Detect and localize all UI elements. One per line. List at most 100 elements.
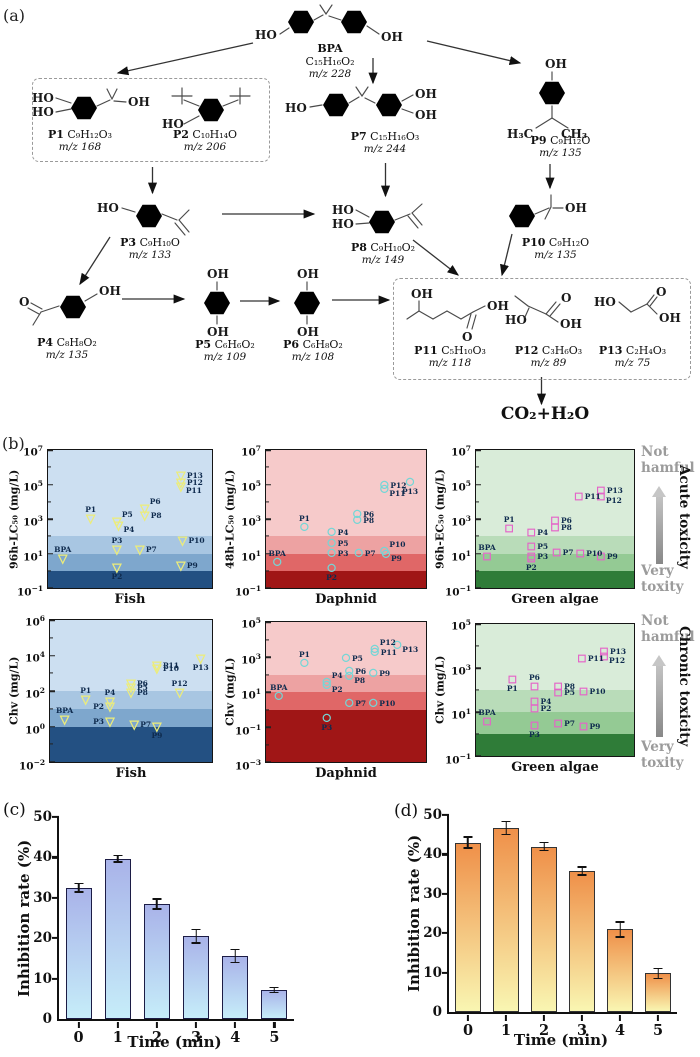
data-point-label-P12: P12 — [186, 477, 203, 487]
bar-chart-panel-d: 0 10 20 30 40 50 0 1 2 3 4 5 — [423, 807, 677, 1039]
data-point-label-P5: P5 — [537, 542, 549, 552]
bar-0 — [454, 842, 481, 1012]
atom-label: O — [462, 330, 472, 344]
atom-label: OH — [207, 325, 229, 339]
error-bar-line — [619, 921, 621, 938]
y-tick-label: 101 — [451, 549, 471, 564]
y-tick-label: 105 — [451, 618, 471, 633]
atom-label: HO — [505, 313, 527, 327]
data-point-label-P2: P2 — [331, 685, 343, 695]
y-tick-mark — [266, 501, 269, 503]
data-point-marker-P5: ▽ — [126, 680, 136, 695]
scatter-plot-daphnid-acute: ○ BPA ○ P1 ○ P4 ○ P5 ○ P3 ○ P2 ○ P6 ○ P8 ○ P7 ○ P12 ○ P11 ○ P13… — [235, 444, 427, 599]
x-tick-label-5: 5 — [652, 1022, 664, 1039]
data-point-label-P5: P5 — [352, 653, 363, 663]
data-point-marker-P12: ○ — [370, 643, 380, 655]
error-bar-0 — [462, 836, 473, 849]
y-tick-mark — [266, 622, 271, 623]
data-point-label-P5: P5 — [121, 509, 133, 519]
data-point-label-P3: P3 — [337, 548, 349, 558]
x-axis-label-daphnid-acute: Daphnid — [315, 592, 377, 607]
y-tick-mark — [52, 896, 59, 899]
x-tick-label-2: 2 — [538, 1022, 550, 1039]
data-point-marker-P2: ▽ — [105, 699, 115, 714]
data-point-marker-P11: ▽ — [152, 658, 162, 673]
data-point-label-P7: P7 — [564, 718, 576, 728]
y-tick-mark — [476, 645, 479, 647]
data-point-marker-BPA: ○ — [274, 690, 284, 702]
error-bar-cap — [74, 882, 84, 885]
bar-2 — [531, 846, 557, 1012]
atom-label: CH₃ — [561, 127, 587, 141]
y-tick-mark — [266, 450, 271, 451]
compound-name: P8 — [350, 241, 367, 254]
compound-name: P9 — [530, 134, 547, 147]
error-bar-line — [117, 854, 119, 863]
data-point-marker-P9: □ — [578, 721, 589, 733]
data-point-marker-P7: ▽ — [129, 717, 139, 732]
structure-p9: OH H₃C CH₃ — [507, 57, 587, 141]
compound-label-p3: P3 C₉H₁₀O m/z 133 — [95, 236, 205, 262]
compound-mz: m/z 168 — [58, 141, 102, 154]
atom-label: OH — [565, 201, 587, 215]
compound-name: P11 — [414, 344, 438, 357]
arrow-bpa-to-p1p2 — [116, 42, 254, 76]
bar-3 — [183, 936, 210, 1019]
atom-label: O — [19, 295, 29, 309]
data-point-label-P10: P10 — [586, 549, 603, 559]
data-point-marker-P13: □ — [596, 485, 606, 497]
data-point-label-P10: P10 — [589, 687, 606, 697]
data-point-label-BPA: BPA — [268, 548, 286, 558]
structure-p7: HO OH OH — [285, 86, 437, 122]
y-tick-mark — [476, 755, 481, 756]
error-bar-line — [467, 836, 469, 849]
annotation-not-harmful-chronic: Not hamful — [641, 613, 695, 646]
data-point-marker-P8: □ — [553, 681, 563, 693]
y-tick-label: 40 — [33, 849, 52, 866]
y-tick-label: 101 — [241, 687, 261, 702]
data-point-marker-BPA: ▽ — [59, 712, 70, 727]
plot-area: ○ BPA ○ P1 ○ P4 ○ P2 ○ P5 ○ P6 ○ P8 ○ P7 ○ P3 ○ P12 ○ P11 ○ P13… — [265, 621, 427, 763]
atom-label: HO — [285, 101, 307, 115]
data-point-marker-P5: ○ — [341, 652, 351, 664]
y-tick-mark — [266, 638, 269, 641]
data-point-marker-P4: □ — [529, 695, 540, 707]
data-point-label-P1: P1 — [80, 685, 92, 695]
y-tick-mark — [50, 725, 55, 728]
structure-p13: HO O OH — [594, 285, 681, 325]
data-point-marker-P4: ○ — [322, 676, 332, 688]
y-tick-label: 103 — [451, 514, 471, 529]
annotation-very-toxic-chronic: Very toxity — [641, 739, 684, 772]
data-point-label-P11: P11 — [380, 648, 397, 658]
compound-name: P12 — [514, 344, 539, 357]
data-point-marker-P10: ▽ — [177, 533, 188, 548]
y-tick-label: 105 — [23, 479, 43, 494]
y-tick-label: 105 — [451, 479, 471, 494]
error-bar-cap — [539, 841, 549, 844]
compound-name: P10 — [521, 236, 546, 249]
y-tick-mark — [266, 673, 269, 676]
atom-label: OH — [415, 87, 437, 101]
error-bar-cap — [463, 847, 473, 849]
data-point-label-P10: P10 — [379, 699, 396, 709]
toxicity-band — [50, 691, 212, 709]
error-bar-cap — [74, 891, 84, 893]
structure-p5: OH OH — [204, 267, 230, 339]
atom-label: OH — [128, 95, 150, 109]
error-bar-line — [505, 820, 507, 836]
scatter-plot-daphnid-chronic: ○ BPA ○ P1 ○ P4 ○ P2 ○ P5 ○ P6 ○ P8 ○ P7 ○ P3 ○ P12 ○ P11 ○ P13… — [235, 616, 427, 773]
data-point-label-BPA: BPA — [478, 708, 496, 718]
compound-formula: C₆H₆O₂ — [214, 338, 255, 351]
compound-mz: m/z 149 — [361, 254, 405, 267]
compound-mz: m/z 108 — [291, 351, 335, 364]
x-tick-label-0: 0 — [462, 1022, 474, 1039]
y-tick-mark — [50, 637, 53, 639]
data-point-marker-P3: ▽ — [105, 714, 115, 729]
arrow-bpa-to-p9 — [426, 40, 522, 66]
data-point-label-P4: P4 — [537, 527, 549, 537]
plot-area: ○ BPA ○ P1 ○ P4 ○ P5 ○ P3 ○ P2 ○ P6 ○ P8 ○ P7 ○ P12 ○ P11 ○ P13… — [265, 449, 427, 589]
atom-label: OH — [560, 317, 582, 331]
atom-label: OH — [297, 267, 319, 281]
plot-area: □ BPA □ P1 □ P4 □ P5 □ P3 □ P2 □ P6 □ P8 □ P7 □ P11 □ P13 □ P12… — [475, 449, 635, 589]
data-point-marker-P9: ○ — [381, 548, 391, 560]
